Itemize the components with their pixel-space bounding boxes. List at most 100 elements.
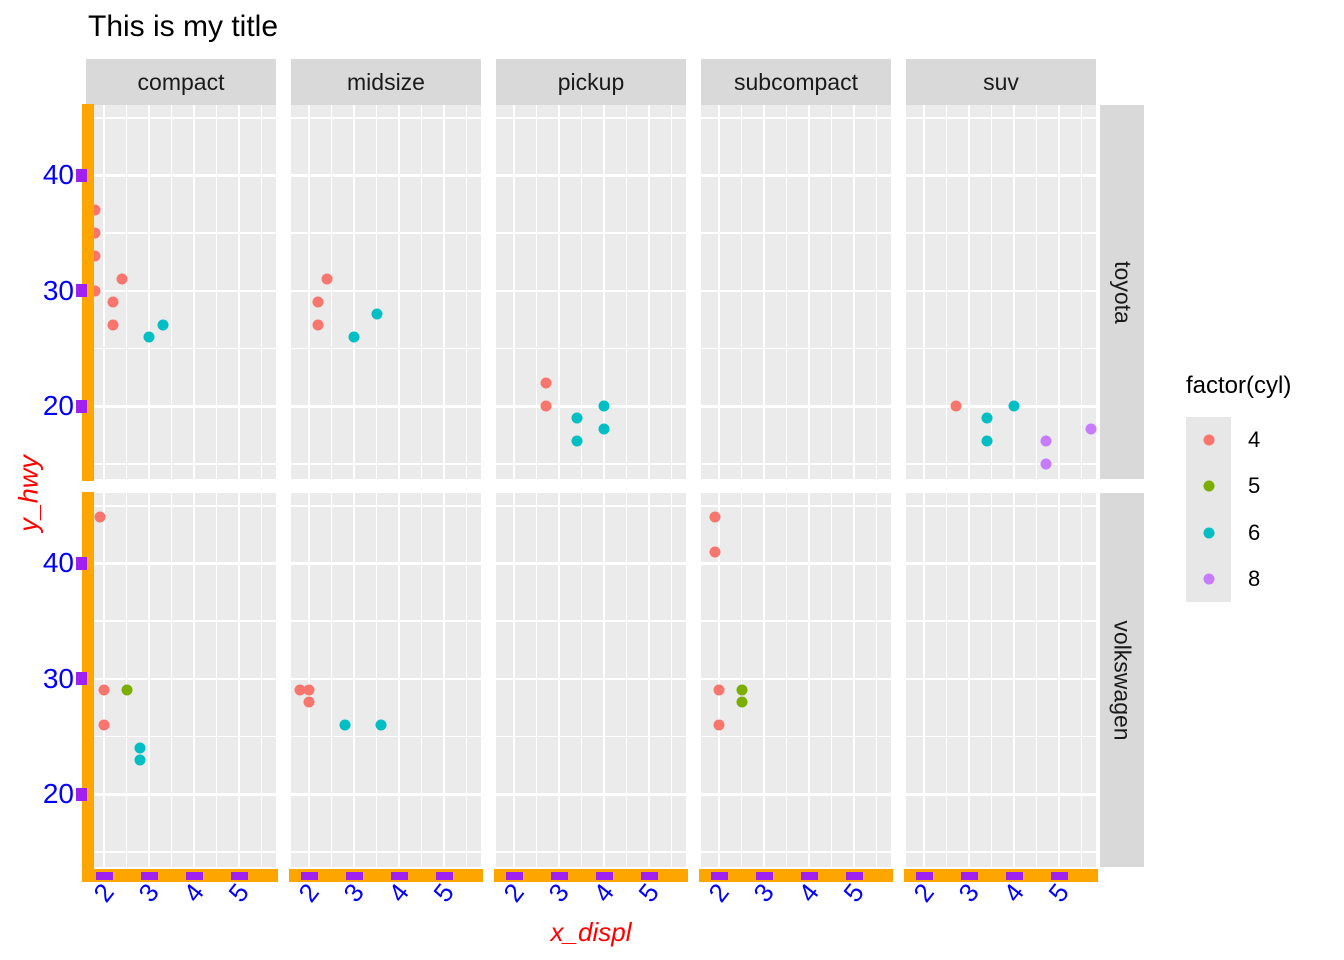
x-axis-tick — [640, 871, 658, 880]
x-axis-tick — [140, 871, 158, 880]
facet-column-strip-midsize: midsize — [291, 59, 481, 105]
gridline-minor-y — [906, 347, 1096, 350]
y-axis-tick — [76, 399, 87, 413]
x-axis-tick — [800, 871, 818, 880]
x-axis-tick — [1050, 871, 1068, 880]
x-axis-tick — [230, 871, 248, 880]
gridline-minor-y — [701, 504, 891, 507]
gridline-major-y — [906, 677, 1096, 681]
x-axis-tick — [345, 871, 363, 880]
gridline-minor-y — [86, 347, 276, 350]
gridline-minor-y — [291, 735, 481, 738]
data-point-cyl-6 — [981, 412, 993, 424]
data-point-cyl-6 — [598, 400, 610, 412]
gridline-major-y — [906, 562, 1096, 565]
x-axis-label: 5 — [1042, 877, 1075, 908]
data-point-cyl-4 — [107, 296, 119, 308]
gridline-minor-y — [496, 463, 686, 465]
data-point-cyl-8 — [1040, 435, 1052, 447]
panel-volkswagen-midsize — [291, 493, 481, 867]
gridline-major-y — [701, 404, 891, 408]
gridline-major-y — [906, 404, 1096, 408]
gridline-minor-y — [496, 232, 686, 235]
legend-label-6: 6 — [1248, 519, 1261, 545]
data-point-cyl-8 — [1040, 458, 1052, 470]
data-point-cyl-6 — [134, 754, 146, 766]
data-point-cyl-6 — [371, 308, 383, 320]
panel-toyota-pickup — [496, 105, 686, 479]
gridline-major-y — [86, 289, 276, 293]
x-axis-label: 5 — [632, 877, 665, 908]
gridline-minor-y — [906, 735, 1096, 738]
x-axis-label: 3 — [542, 877, 575, 908]
gridline-major-y — [496, 677, 686, 681]
gridline-minor-y — [701, 116, 891, 119]
gridline-minor-y — [906, 232, 1096, 235]
y-axis-label: 20 — [42, 390, 74, 422]
gridline-minor-y — [496, 620, 686, 623]
x-axis-line — [699, 869, 893, 882]
x-axis-label: 2 — [292, 877, 325, 908]
x-axis-tick — [95, 871, 113, 880]
panel-volkswagen-suv — [906, 493, 1096, 867]
legend-label-8: 8 — [1248, 565, 1261, 591]
y-axis-label: 20 — [42, 778, 74, 810]
facet-column-strip-label: midsize — [347, 68, 425, 95]
legend-key-point-5 — [1203, 480, 1214, 492]
x-axis-tick — [915, 871, 933, 880]
data-point-cyl-6 — [339, 719, 351, 731]
facet-row-strip-label: volkswagen — [1109, 619, 1136, 741]
y-axis-tick — [76, 556, 87, 570]
data-point-cyl-4 — [107, 319, 119, 331]
data-point-cyl-6 — [1008, 400, 1020, 412]
y-axis-label: 40 — [42, 547, 74, 579]
facet-row-strip-label: toyota — [1109, 260, 1136, 324]
plot-title: This is my title — [88, 10, 279, 43]
gridline-major-y — [496, 562, 686, 565]
gridline-major-y — [86, 404, 276, 408]
x-axis-label: 3 — [952, 877, 985, 908]
gridline-minor-y — [701, 620, 891, 623]
gridline-minor-y — [906, 620, 1096, 623]
gridline-minor-y — [701, 347, 891, 350]
x-axis-label: 2 — [907, 877, 940, 908]
data-point-cyl-6 — [348, 331, 360, 343]
x-axis-label: 3 — [337, 877, 370, 908]
facet-column-strip-label: compact — [137, 68, 225, 95]
x-axis-tick — [960, 871, 978, 880]
y-axis-tick — [76, 672, 87, 686]
gridline-major-y — [496, 174, 686, 177]
panel-toyota-subcompact — [701, 105, 891, 479]
gridline-major-y — [291, 562, 481, 565]
gridline-major-y — [86, 174, 276, 177]
gridline-major-y — [701, 174, 891, 177]
data-point-cyl-6 — [981, 435, 993, 447]
y-axis-tick — [76, 787, 87, 801]
x-axis-tick — [435, 871, 453, 880]
data-point-cyl-6 — [598, 423, 610, 435]
gridline-minor-y — [701, 851, 891, 853]
data-point-cyl-4 — [303, 696, 315, 708]
data-point-cyl-4 — [540, 400, 552, 412]
x-axis-tick — [505, 871, 523, 880]
x-axis-label: 4 — [997, 877, 1030, 908]
data-point-cyl-4 — [312, 296, 324, 308]
data-point-cyl-4 — [89, 250, 101, 262]
gridline-minor-y — [496, 735, 686, 738]
gridline-minor-y — [291, 620, 481, 623]
facet-row-strip-volkswagen: volkswagen — [1100, 493, 1144, 867]
gridline-minor-y — [291, 347, 481, 350]
x-axis-tick — [595, 871, 613, 880]
x-axis-tick — [710, 871, 728, 880]
data-point-cyl-4 — [709, 511, 720, 523]
gridline-major-y — [86, 792, 276, 796]
gridline-minor-y — [86, 463, 276, 465]
y-axis-line — [82, 492, 94, 882]
facet-row-strip-toyota: toyota — [1100, 105, 1144, 479]
x-axis-title: x_displ — [550, 917, 632, 947]
x-axis-tick — [185, 871, 203, 880]
data-point-cyl-5 — [121, 684, 133, 696]
gridline-minor-y — [86, 735, 276, 738]
gridline-major-y — [291, 792, 481, 796]
legend-label-5: 5 — [1248, 473, 1261, 499]
